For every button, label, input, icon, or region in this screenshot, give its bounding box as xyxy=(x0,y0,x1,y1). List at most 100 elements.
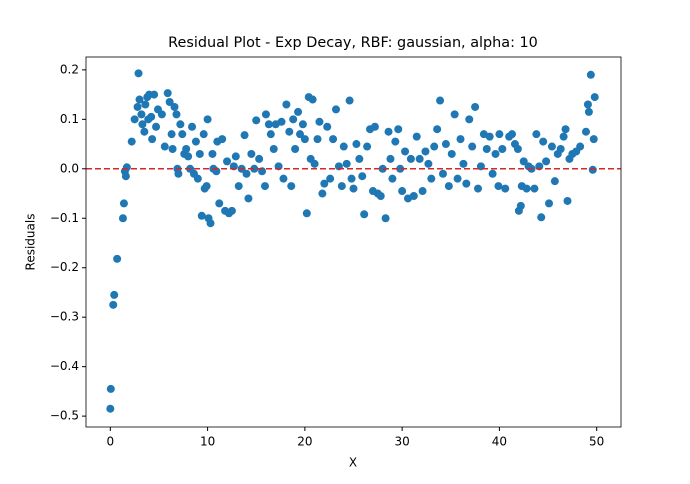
data-point xyxy=(137,110,146,119)
data-point xyxy=(147,112,156,121)
data-point xyxy=(134,69,143,78)
data-point xyxy=(291,145,300,154)
data-point xyxy=(563,196,572,205)
data-point xyxy=(264,120,273,129)
data-point xyxy=(339,142,348,151)
data-point xyxy=(471,102,480,111)
data-point xyxy=(157,110,166,119)
data-point xyxy=(381,214,390,223)
data-point xyxy=(191,137,200,146)
data-point xyxy=(113,254,122,263)
data-point xyxy=(421,147,430,156)
data-point xyxy=(584,107,593,116)
data-point xyxy=(418,187,427,196)
data-point xyxy=(195,149,204,158)
data-point xyxy=(556,145,565,154)
data-point xyxy=(559,132,568,141)
data-point xyxy=(547,142,556,151)
data-point xyxy=(215,199,224,208)
data-point xyxy=(355,154,364,163)
data-point xyxy=(106,404,115,413)
data-point xyxy=(197,211,206,220)
data-point xyxy=(140,127,149,136)
data-point xyxy=(203,115,212,124)
data-point xyxy=(206,219,215,228)
data-point xyxy=(109,300,118,309)
data-point xyxy=(370,122,379,131)
x-tick-label: 10 xyxy=(200,435,215,449)
data-point xyxy=(302,209,311,218)
data-point xyxy=(427,174,436,183)
x-tick-label: 30 xyxy=(394,435,409,449)
data-point xyxy=(118,214,127,223)
data-point xyxy=(378,164,387,173)
data-point xyxy=(398,187,407,196)
data-point xyxy=(247,149,256,158)
data-point xyxy=(462,179,471,188)
y-tick-label: 0.0 xyxy=(60,161,79,175)
data-point xyxy=(447,149,456,158)
data-point xyxy=(296,130,304,139)
data-point xyxy=(444,182,453,191)
data-point xyxy=(433,125,442,134)
data-point xyxy=(242,169,251,178)
data-point xyxy=(345,96,354,105)
data-point xyxy=(468,142,477,151)
data-point xyxy=(453,174,462,183)
data-point xyxy=(168,145,177,154)
data-point xyxy=(170,102,179,111)
data-point xyxy=(542,157,551,166)
y-axis-label: Residuals xyxy=(24,214,38,271)
data-point xyxy=(178,130,187,139)
data-point xyxy=(412,132,421,141)
data-point xyxy=(388,174,397,183)
data-point xyxy=(581,127,590,136)
data-point xyxy=(482,145,491,154)
data-point xyxy=(349,184,358,193)
data-point xyxy=(331,105,340,114)
data-point xyxy=(308,95,317,104)
data-point xyxy=(298,120,307,129)
data-point xyxy=(347,174,356,183)
data-point xyxy=(391,137,400,146)
data-point xyxy=(588,165,597,174)
data-point xyxy=(300,135,309,144)
data-point xyxy=(495,130,504,139)
data-point xyxy=(106,384,115,393)
x-tick-label: 50 xyxy=(589,435,604,449)
data-point xyxy=(266,130,275,139)
data-point xyxy=(386,154,395,163)
y-tick-label: −0.1 xyxy=(50,211,79,225)
data-point xyxy=(287,182,296,191)
chart-title: Residual Plot - Exp Decay, RBF: gaussian… xyxy=(168,35,538,51)
y-tick-label: −0.2 xyxy=(50,260,79,274)
data-point xyxy=(519,157,528,166)
data-point xyxy=(406,154,415,163)
data-point xyxy=(163,89,172,98)
data-point xyxy=(450,110,459,119)
data-point xyxy=(323,122,332,131)
data-point xyxy=(501,184,510,193)
data-point xyxy=(394,125,403,134)
data-point xyxy=(165,98,174,107)
data-point xyxy=(121,172,130,181)
data-point xyxy=(576,142,585,151)
data-point xyxy=(250,164,259,173)
data-point xyxy=(474,184,483,193)
data-point xyxy=(172,110,181,119)
data-point xyxy=(583,100,592,109)
data-point xyxy=(360,210,369,219)
data-point xyxy=(516,201,525,210)
data-point xyxy=(352,140,361,149)
data-point xyxy=(430,142,439,151)
data-point xyxy=(491,149,500,158)
data-point xyxy=(150,90,159,99)
data-point xyxy=(261,110,270,119)
data-point xyxy=(244,194,253,203)
data-point xyxy=(148,135,157,144)
x-tick-label: 40 xyxy=(492,435,507,449)
y-tick-label: −0.3 xyxy=(50,310,79,324)
y-tick-label: 0.2 xyxy=(60,62,79,76)
